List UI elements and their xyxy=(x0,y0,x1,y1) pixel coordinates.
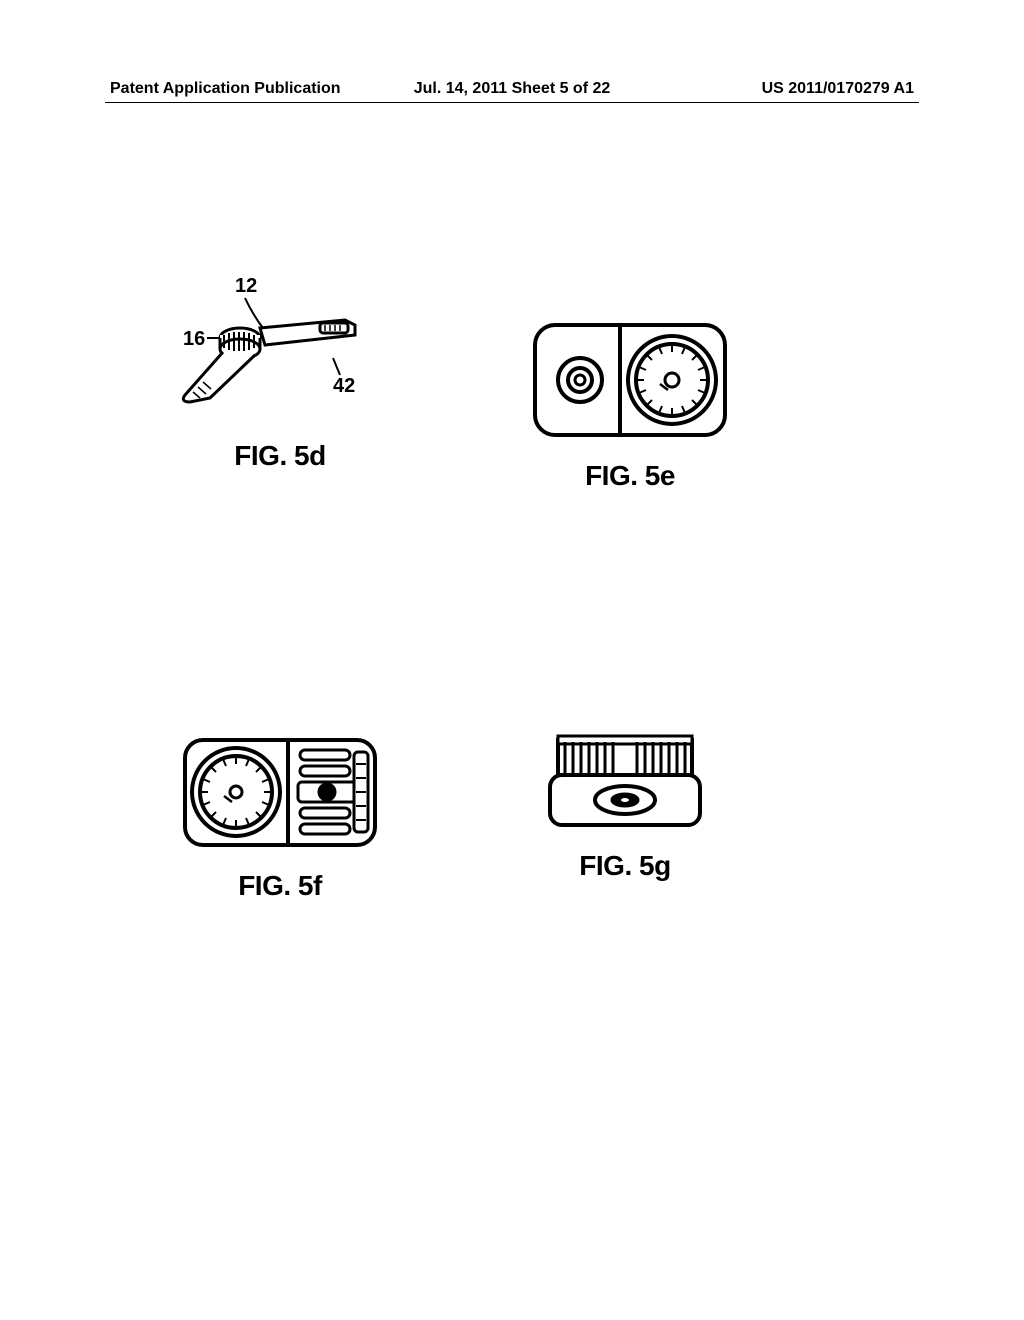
ref-12: 12 xyxy=(235,275,257,298)
caption-5g: FIG. 5g xyxy=(520,850,730,882)
ref-16: 16 xyxy=(183,328,205,351)
caption-5e: FIG. 5e xyxy=(520,460,740,492)
caption-5f: FIG. 5f xyxy=(170,870,390,902)
drawing-5g xyxy=(520,720,730,840)
drawing-5d xyxy=(165,280,395,430)
ref-42: 42 xyxy=(333,375,355,398)
page-header: Patent Application Publication Jul. 14, … xyxy=(0,80,1024,98)
figure-5g: FIG. 5g xyxy=(520,720,730,882)
header-rule xyxy=(105,102,919,103)
header-right: US 2011/0170279 A1 xyxy=(762,80,914,98)
drawing-5f xyxy=(170,720,390,860)
figure-5d: 12 16 42 xyxy=(165,280,395,472)
figure-5f: FIG. 5f xyxy=(170,720,390,902)
drawing-5e xyxy=(520,310,740,450)
header-center: Jul. 14, 2011 Sheet 5 of 22 xyxy=(414,80,611,98)
header-left: Patent Application Publication xyxy=(110,80,341,98)
figure-5e: FIG. 5e xyxy=(520,310,740,492)
caption-5d: FIG. 5d xyxy=(165,440,395,472)
